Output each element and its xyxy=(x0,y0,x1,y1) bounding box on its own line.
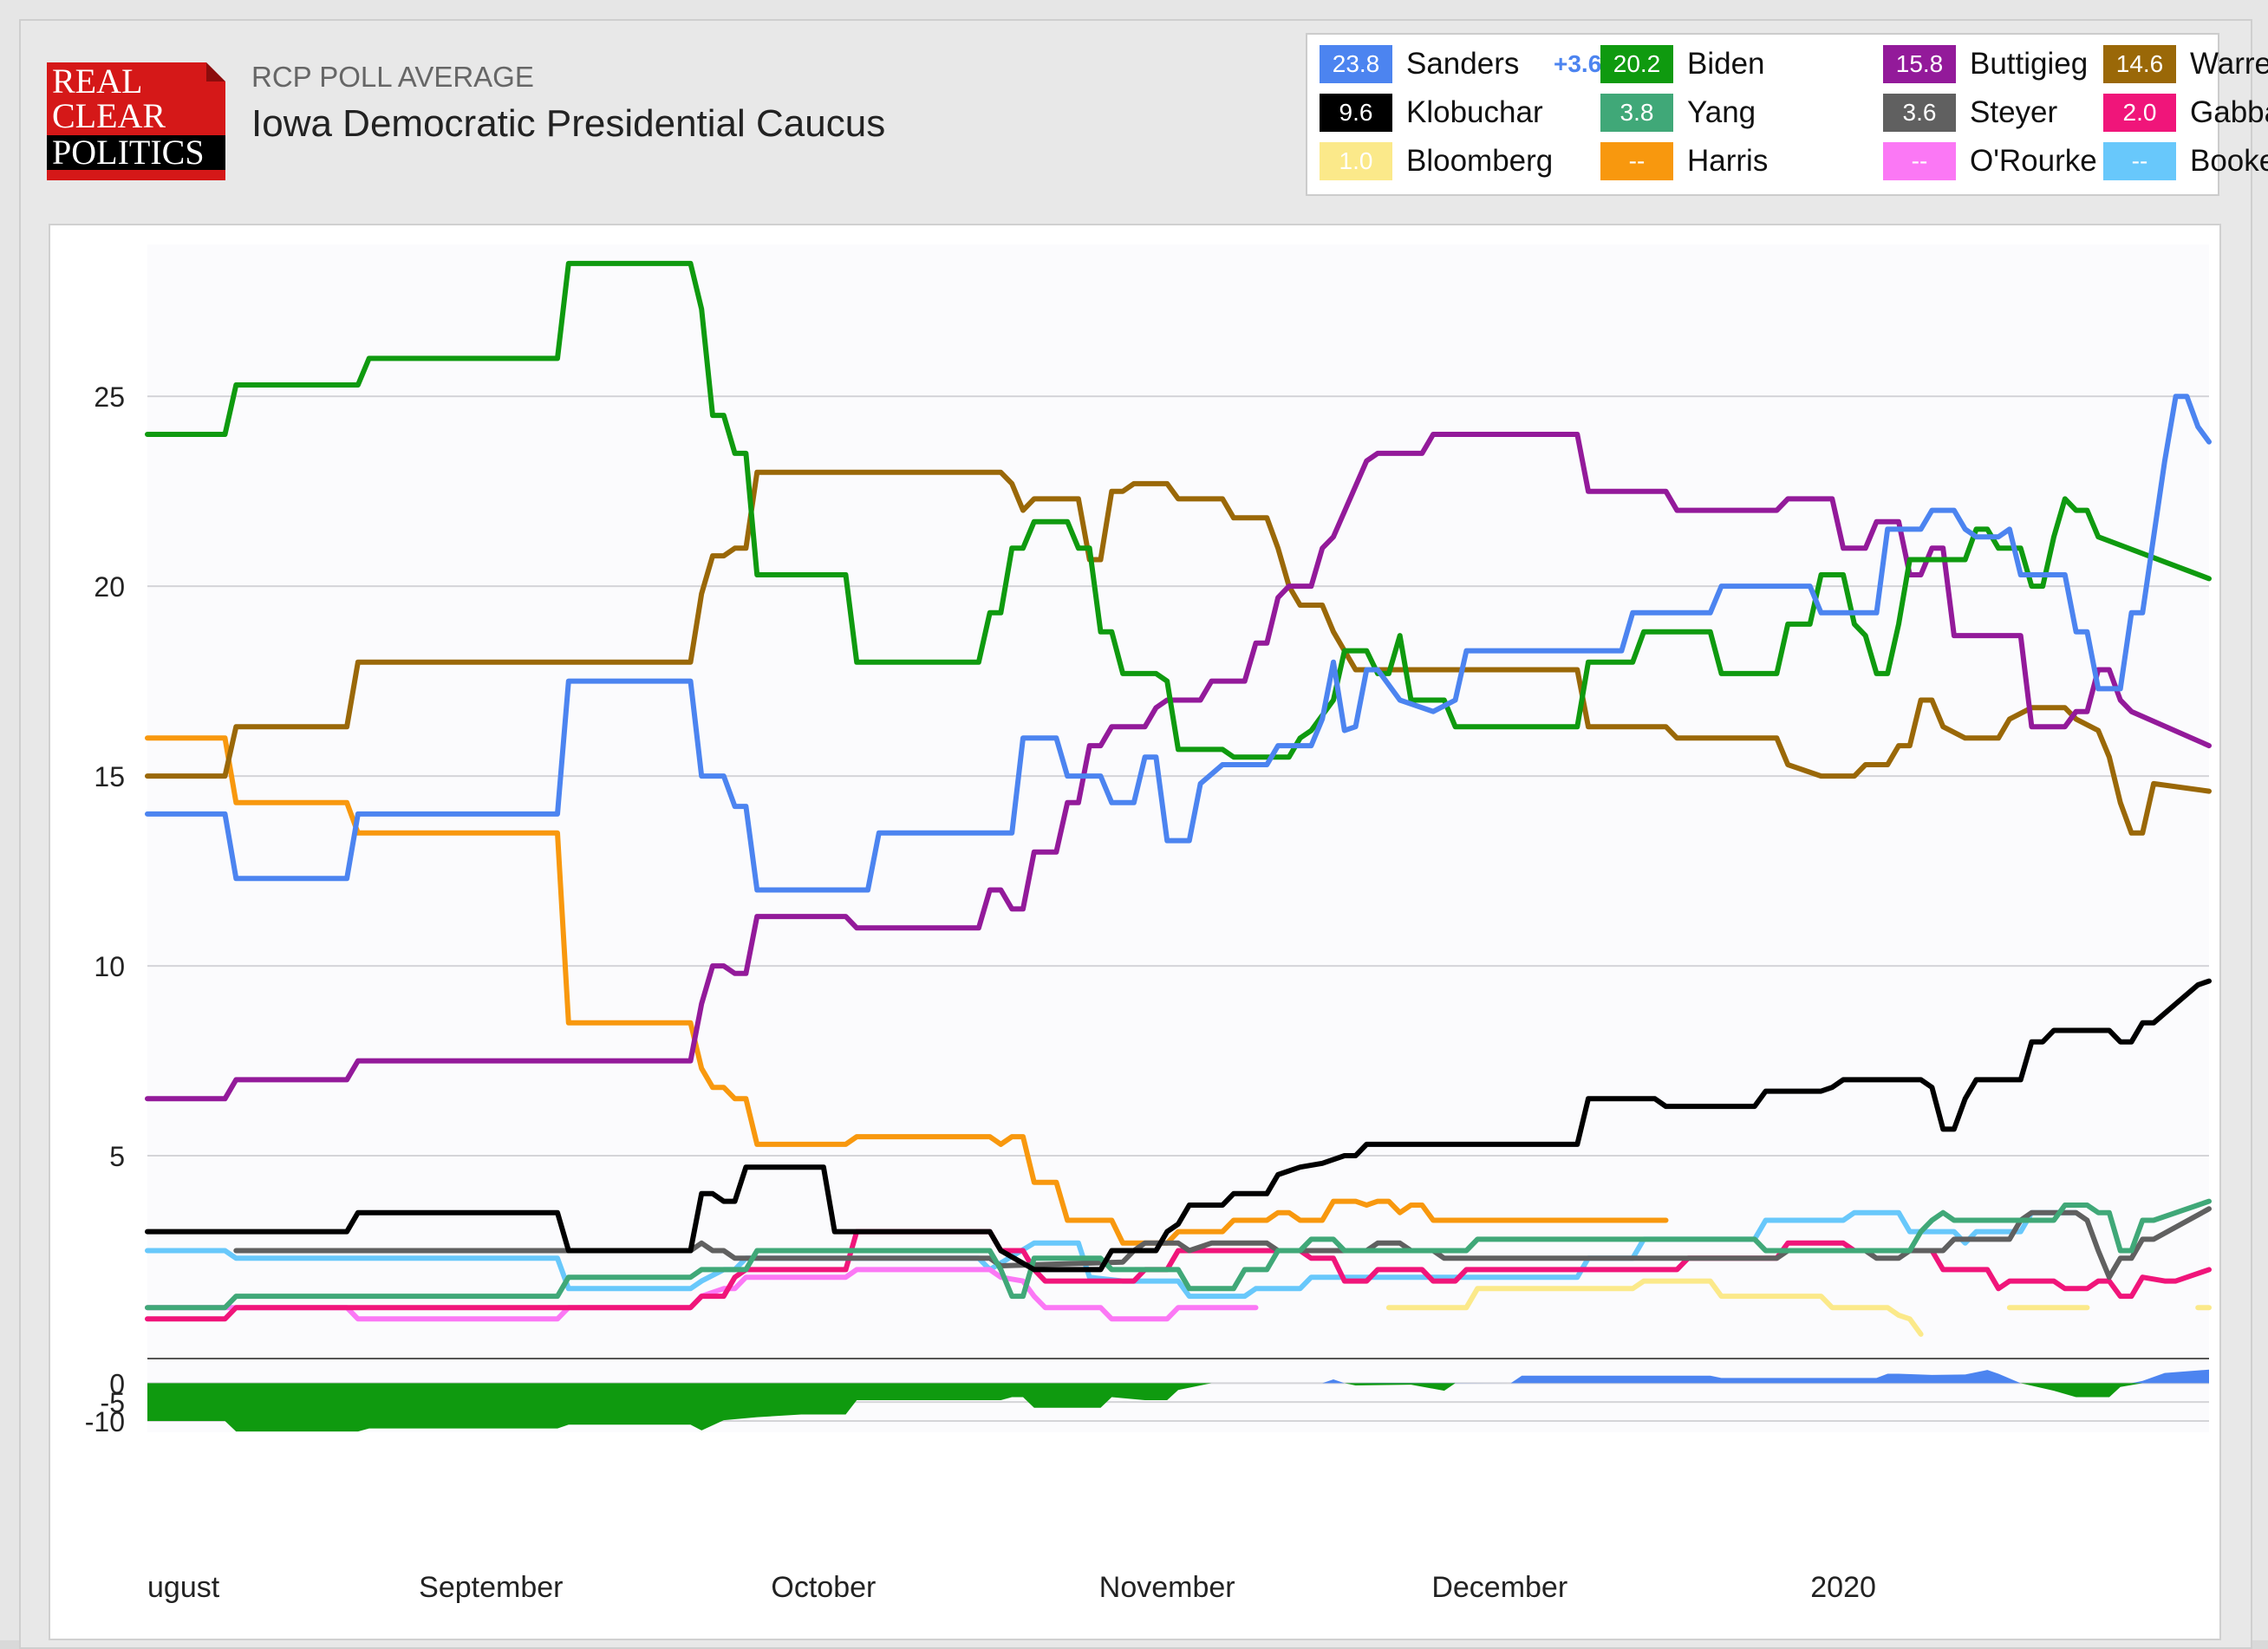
logo-line-1: REAL xyxy=(52,62,143,101)
legend-name-klobuchar: Klobuchar xyxy=(1406,95,1543,129)
series-line-buttigieg[interactable] xyxy=(145,432,2212,1102)
logo-line-3: POLITICS xyxy=(47,135,225,170)
candidate-legend: 23.8 Sanders +3.6 20.2 Biden 15.8 Buttigieg 14.… xyxy=(1306,33,2268,196)
legend-name-booker: Booker xyxy=(2190,144,2268,178)
spread-area-biden xyxy=(147,1383,2143,1432)
legend-value-harris: -- xyxy=(1600,142,1673,180)
chart-title: Iowa Democratic Presidential Caucus xyxy=(251,102,886,145)
legend-name-buttigieg: Buttigieg xyxy=(1970,47,2089,81)
legend-value-orourke: -- xyxy=(1883,142,1956,180)
y-tick-label: 15 xyxy=(94,761,125,792)
series-line-bloomberg[interactable] xyxy=(1385,1278,1924,1337)
y-tick-label: 20 xyxy=(94,571,125,603)
series-line-biden[interactable] xyxy=(145,260,2212,760)
series-line-booker[interactable] xyxy=(145,1209,2079,1300)
x-tick-label: 2020 xyxy=(1810,1571,1876,1604)
legend-name-biden: Biden xyxy=(1687,47,1765,81)
legend-name-steyer: Steyer xyxy=(1970,95,2058,129)
spread-y-tick-label: 0 xyxy=(109,1368,125,1399)
series-line-harris[interactable] xyxy=(145,735,1669,1246)
rcp-logo[interactable]: REAL CLEAR POLITICS xyxy=(47,62,225,180)
series-lines xyxy=(145,260,2212,1337)
legend-name-warren: Warren xyxy=(2190,47,2268,81)
x-axis-ticks: ugust September October November December 202… xyxy=(147,1571,1876,1604)
x-tick-label: October xyxy=(771,1571,876,1604)
series-line-yang[interactable] xyxy=(145,1198,2212,1311)
legend-value-steyer: 3.6 xyxy=(1883,94,1956,132)
legend-value-bloomberg: 1.0 xyxy=(1320,142,1392,180)
logo-corner-fold xyxy=(206,62,225,81)
poll-chart[interactable]: 25 20 15 10 5 0-5-10 ugust September October Nov… xyxy=(50,225,2219,1639)
legend-value-biden: 20.2 xyxy=(1600,45,1673,83)
legend-value-yang: 3.8 xyxy=(1600,94,1673,132)
x-tick-label: November xyxy=(1099,1571,1235,1604)
legend-value-warren: 14.6 xyxy=(2103,45,2176,83)
series-line-sanders[interactable] xyxy=(145,394,2212,893)
x-tick-label: September xyxy=(419,1571,563,1604)
y-tick-label: 5 xyxy=(109,1141,125,1172)
series-line-orourke[interactable] xyxy=(145,1267,1259,1322)
legend-change-sanders: +3.6 xyxy=(1554,50,1602,77)
legend-name-sanders: Sanders xyxy=(1406,47,1520,81)
legend-value-gabbard: 2.0 xyxy=(2103,94,2176,132)
logo-line-2: CLEAR xyxy=(52,96,166,135)
legend-name-bloomberg: Bloomberg xyxy=(1406,144,1554,178)
y-tick-label: 10 xyxy=(94,951,125,982)
legend-value-klobuchar: 9.6 xyxy=(1320,94,1392,132)
y-axis-ticks: 25 20 15 10 5 0-5-10 xyxy=(85,381,125,1437)
y-tick-label: 25 xyxy=(94,381,125,413)
legend-value-booker: -- xyxy=(2103,142,2176,180)
spread-area-sanders xyxy=(1322,1369,2209,1384)
x-tick-label: ugust xyxy=(147,1571,220,1604)
spread-y-tick-label: -10 xyxy=(85,1406,125,1437)
legend-name-orourke: O'Rourke xyxy=(1970,144,2097,178)
legend-value-buttigieg: 15.8 xyxy=(1883,45,1956,83)
legend-value-sanders: 23.8 xyxy=(1320,45,1392,83)
chart-panel: 25 20 15 10 5 0 -5 -10 ugust September October Nov… xyxy=(49,224,2221,1640)
legend-name-harris: Harris xyxy=(1687,144,1769,178)
series-line-warren[interactable] xyxy=(145,469,2212,836)
legend-name-yang: Yang xyxy=(1687,95,1756,129)
x-tick-label: December xyxy=(1431,1571,1567,1604)
legend-name-gabbard: Gabbard xyxy=(2190,95,2268,129)
series-line-klobuchar[interactable] xyxy=(145,978,2212,1273)
spread-area-chart xyxy=(147,1369,2209,1432)
chart-subtitle: RCP POLL AVERAGE xyxy=(251,61,534,93)
spread-y-tick-label: -5 xyxy=(101,1387,125,1418)
